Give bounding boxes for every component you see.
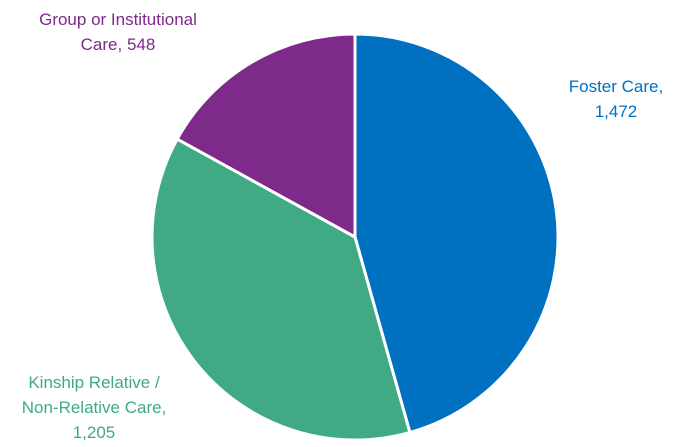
slice-label-line: Care, 548 [81, 35, 156, 54]
slice-label-line: Foster Care, [569, 77, 663, 96]
slice-label-line: Non-Relative Care, [22, 398, 167, 417]
slice-label-line: Group or Institutional [39, 10, 197, 29]
slice-label-kinship-care: Kinship Relative / Non-Relative Care, 1,20… [22, 373, 167, 442]
slice-label-foster-care: Foster Care, 1,472 [569, 77, 663, 121]
pie-slices [152, 34, 558, 440]
slice-label-group-care: Group or Institutional Care, 548 [39, 10, 197, 54]
slice-label-line: Kinship Relative / [28, 373, 160, 392]
slice-label-line: 1,472 [595, 102, 638, 121]
slice-label-line: 1,205 [73, 423, 116, 442]
